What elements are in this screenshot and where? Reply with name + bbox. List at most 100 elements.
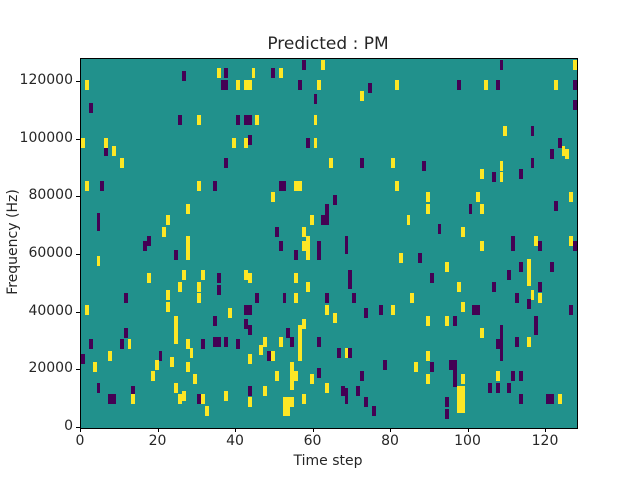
heatmap-cell	[96, 255, 101, 266]
heatmap-cell	[468, 203, 473, 214]
heatmap-cell	[282, 180, 287, 191]
chart-title: Predicted : PM	[267, 34, 389, 54]
heatmap-cell	[460, 385, 465, 396]
heatmap-cell	[495, 79, 500, 90]
heatmap-cell	[201, 394, 205, 405]
heatmap-cell	[425, 192, 430, 203]
heatmap-cell	[224, 391, 229, 402]
heatmap-cell	[511, 371, 515, 382]
heatmap-cell	[569, 192, 574, 203]
heatmap-cell	[538, 293, 543, 304]
heatmap-cell	[495, 339, 500, 350]
heatmap-cell	[150, 371, 155, 382]
heatmap-cell	[573, 59, 577, 70]
heatmap-cell	[321, 59, 326, 70]
heatmap-cell	[425, 350, 430, 361]
heatmap-cell	[325, 304, 329, 315]
heatmap-cell	[317, 241, 322, 252]
heatmap-cell	[119, 157, 124, 168]
heatmap-cell	[112, 146, 116, 157]
heatmap-cell	[534, 316, 539, 327]
heatmap-cell	[278, 68, 283, 79]
heatmap-cell	[301, 226, 306, 237]
heatmap-cell	[507, 382, 512, 393]
heatmap-cell	[557, 394, 562, 405]
heatmap-cell	[573, 241, 577, 252]
heatmap-cell	[329, 157, 333, 168]
heatmap-cell	[158, 350, 163, 361]
heatmap-cell	[298, 333, 302, 344]
heatmap-cell	[84, 79, 89, 90]
heatmap-cell	[437, 224, 442, 235]
heatmap-cell	[301, 319, 306, 330]
heatmap-cell	[445, 397, 450, 408]
x-tick-mark	[467, 428, 469, 432]
heatmap-cell	[549, 261, 554, 272]
heatmap-cell	[181, 71, 186, 82]
heatmap-cell	[549, 394, 554, 405]
y-tick-label: 0	[64, 418, 73, 434]
heatmap-cell	[476, 304, 481, 315]
heatmap-cell	[274, 226, 279, 237]
heatmap-cell	[294, 293, 298, 304]
heatmap-cell	[495, 371, 500, 382]
heatmap-cell	[96, 382, 101, 393]
heatmap-cell	[332, 195, 337, 206]
heatmap-cell	[232, 137, 236, 148]
heatmap-cell	[499, 172, 504, 183]
heatmap-cell	[270, 68, 275, 79]
heatmap-cell	[526, 258, 531, 269]
heatmap-cell	[286, 405, 291, 416]
heatmap-cell	[88, 339, 93, 350]
heatmap-cell	[480, 203, 484, 214]
heatmap-cell	[538, 241, 543, 252]
heatmap-cell	[515, 293, 519, 304]
heatmap-cell	[92, 362, 97, 373]
heatmap-cell	[298, 79, 302, 90]
heatmap-cell	[294, 273, 298, 284]
heatmap-cell	[154, 359, 159, 370]
heatmap-cell	[344, 235, 349, 246]
heatmap-cell	[301, 394, 306, 405]
heatmap-cell	[185, 339, 190, 350]
heatmap-cell	[108, 350, 112, 361]
heatmap-cell	[313, 94, 318, 105]
heatmap-cell	[305, 281, 310, 292]
heatmap-cell	[84, 304, 89, 315]
heatmap-cell	[569, 235, 574, 246]
heatmap-cell	[201, 270, 205, 281]
heatmap-cell	[476, 192, 481, 203]
heatmap-cell	[88, 103, 93, 113]
heatmap-cell	[348, 348, 353, 359]
heatmap-cell	[565, 149, 570, 160]
heatmap-cell	[499, 333, 504, 344]
heatmap-cell	[317, 336, 322, 347]
heatmap-cell	[278, 241, 283, 252]
heatmap-cell	[511, 235, 515, 246]
heatmap-cell	[336, 348, 341, 359]
heatmap-cell	[425, 373, 430, 384]
y-tick-label: 120000	[19, 72, 73, 89]
heatmap-cell	[96, 212, 101, 223]
heatmap-cell	[456, 385, 461, 396]
heatmap-cell	[309, 373, 314, 384]
heatmap-cell	[530, 157, 535, 168]
heatmap-cell	[263, 336, 267, 347]
heatmap-cell	[367, 82, 372, 93]
heatmap-cell	[305, 241, 310, 252]
heatmap-cell	[360, 157, 364, 168]
heatmap-cell	[100, 180, 105, 191]
heatmap-cell	[224, 68, 229, 79]
heatmap-cell	[518, 169, 523, 180]
y-tick-label: 100000	[19, 129, 73, 146]
heatmap-cell	[294, 250, 298, 261]
x-tick-mark	[545, 428, 546, 432]
heatmap-cell	[453, 359, 457, 370]
heatmap-cell	[325, 209, 329, 220]
heatmap-cell	[460, 394, 465, 405]
heatmap-cell	[313, 137, 318, 148]
heatmap-cell	[166, 290, 171, 301]
heatmap-cell	[166, 301, 171, 312]
y-tick-mark	[76, 81, 80, 83]
